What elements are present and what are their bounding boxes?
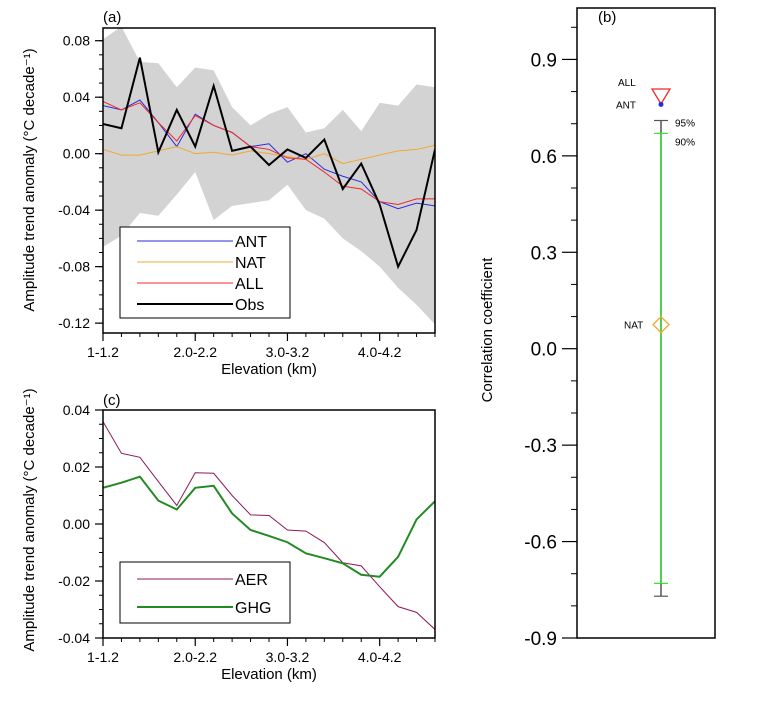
y-tick-label: 0.9 [531,50,557,71]
legend-box [119,561,291,624]
ci-90-label: 90% [675,137,695,148]
ci-95-label: 95% [675,119,695,130]
y-tick-label: -0.02 [58,573,90,589]
legend-label-all: ALL [235,276,264,293]
nat-label: NAT [624,321,643,332]
legend-label-nat: NAT [235,255,266,272]
y-tick-label: 0.00 [63,516,90,532]
x-tick-label: 1-1.2 [87,649,119,665]
panel-a-ylabel: Amplitude trend anomaly (°C decade⁻¹) [21,48,38,311]
y-tick-label: -0.04 [58,630,90,646]
x-tick-label: 4.0-4.2 [358,344,402,360]
x-tick-label: 3.0-3.2 [266,344,310,360]
legend-label-obs: Obs [235,297,264,314]
panel-a-xlabel: Elevation (km) [221,361,317,378]
y-tick-label: 0.6 [531,147,557,168]
y-tick-label: 0.08 [63,33,90,49]
y-tick-label: -0.04 [58,202,90,218]
x-tick-label: 4.0-4.2 [358,649,402,665]
all-label: ALL [618,78,636,89]
y-tick-label: 0.04 [63,89,90,105]
x-tick-label: 3.0-3.2 [266,649,310,665]
y-tick-label: 0.00 [63,146,90,162]
legend: ANT NAT ALL Obs [119,226,291,319]
legend-label-ant: ANT [235,234,267,251]
series-line-ghg [103,475,435,578]
panel-c-xlabel: Elevation (km) [221,666,317,683]
y-tick-label: -0.08 [58,259,90,275]
y-tick-label: -0.6 [524,533,557,554]
panel-c-ylabel: Amplitude trend anomaly (°C decade⁻¹) [21,388,38,651]
nat-marker [652,315,670,334]
series-line-obs [103,57,435,270]
y-tick-label: -0.12 [58,315,90,331]
plot-frame-b [576,7,716,639]
panel-b-label: (b) [598,9,616,26]
plot-area-0 [103,28,435,325]
panel-b-ylabel: Correlation coefficient [479,257,496,403]
y-tick-label: 0.3 [531,243,557,264]
x-tick-label: 1-1.2 [87,344,119,360]
legend-label-aer: AER [235,572,268,589]
legend-label-ghg: GHG [235,600,271,617]
x-tick-label: 2.0-2.2 [173,344,217,360]
y-tick-label: 0.02 [63,459,90,475]
ant-label: ANT [616,100,636,111]
y-tick-label: 0.04 [63,402,90,418]
y-tick-label: 0.0 [531,340,557,361]
series-line-all [103,100,435,206]
panel-c-label: (c) [103,392,121,409]
series-line-aer [103,421,435,630]
plot-area-2 [103,421,435,630]
legend: AER GHG [119,561,291,624]
panel-a-label: (a) [103,9,121,26]
x-tick-label: 2.0-2.2 [173,649,217,665]
spread-band [103,28,435,325]
legend-box [119,226,291,319]
y-tick-label: -0.9 [524,629,557,650]
y-tick-label: -0.3 [524,436,557,457]
ant-marker [658,101,664,107]
all-marker [650,88,672,106]
